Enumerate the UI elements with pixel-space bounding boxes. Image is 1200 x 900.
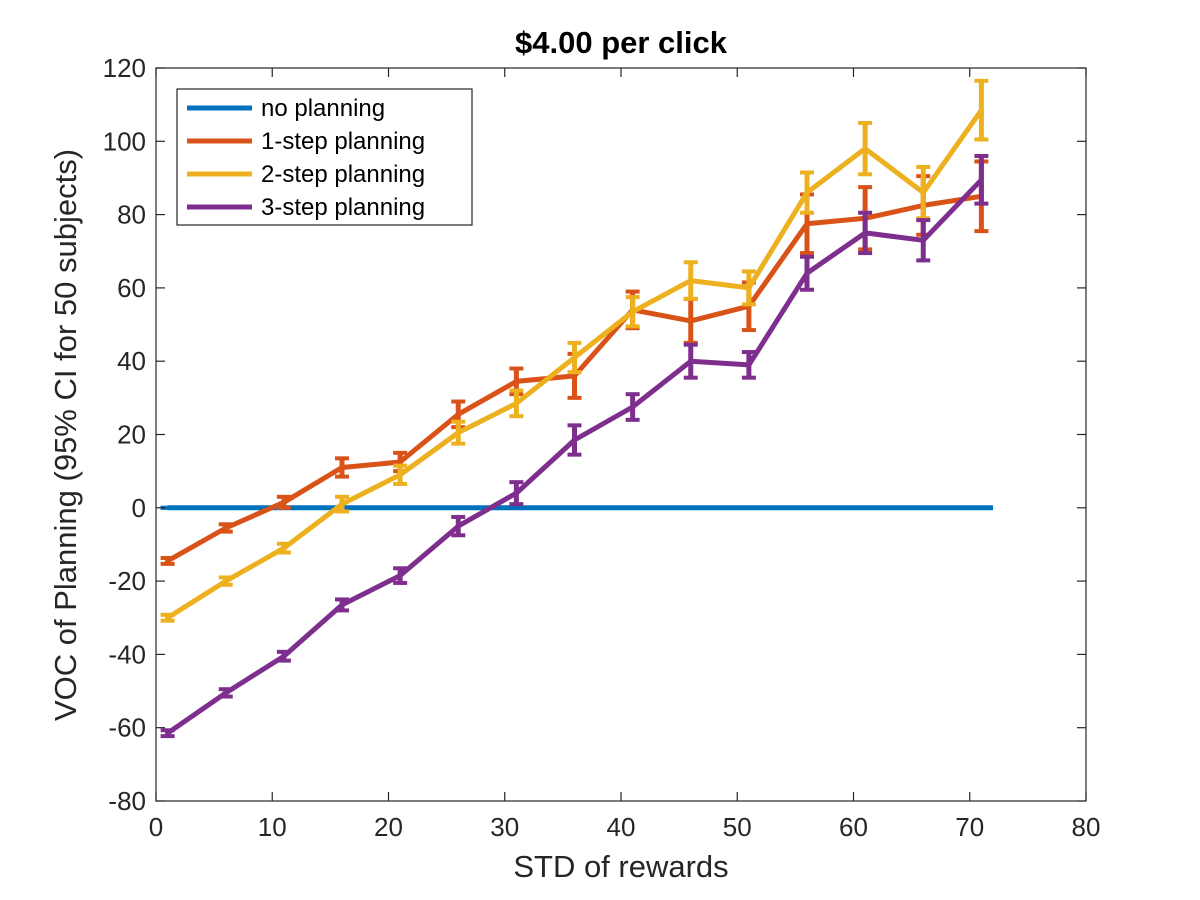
error-bar (509, 388, 524, 419)
series-3 (160, 153, 989, 739)
x-tick-label: 80 (1072, 812, 1101, 842)
legend-label: no planning (261, 95, 385, 122)
x-axis-label: STD of rewards (513, 849, 728, 884)
x-tick-label: 0 (149, 812, 163, 842)
x-tick-label: 70 (955, 812, 984, 842)
y-tick-label: 20 (117, 420, 146, 450)
error-bar (858, 120, 873, 177)
error-bar (567, 340, 582, 375)
x-axis: 0 10 20 30 40 50 60 70 80 (149, 68, 1101, 842)
legend-item: 1-step planning (187, 128, 425, 155)
error-bar (683, 342, 698, 380)
error-bar (451, 514, 466, 538)
error-bar (741, 269, 756, 307)
y-axis-label: VOC of Planning (95% CI for 50 subjects) (48, 149, 83, 721)
error-bar (335, 456, 349, 479)
error-bar (625, 295, 640, 329)
y-axis: -80 -60 -40 -20 0 20 40 60 80 100 120 (103, 53, 1086, 816)
error-bar (451, 419, 466, 446)
error-bar (160, 612, 175, 623)
error-bar (218, 575, 233, 587)
series-layer (160, 78, 993, 739)
y-tick-label: 60 (117, 273, 146, 303)
error-bar (335, 597, 349, 613)
legend-item: 3-step planning (187, 194, 425, 221)
x-tick-label: 30 (490, 812, 519, 842)
y-tick-label: 120 (103, 53, 146, 83)
legend-box (176, 88, 473, 226)
error-bar (683, 260, 698, 301)
legend-label: 1-step planning (261, 128, 425, 155)
legend: no planning 1-step planning 2-step plannin… (176, 88, 473, 226)
x-tick-label: 50 (723, 812, 752, 842)
y-tick-label: -80 (108, 786, 146, 816)
error-bar (974, 78, 989, 142)
y-tick-label: 100 (103, 126, 146, 156)
error-bar (916, 218, 931, 263)
legend-label: 2-step planning (261, 161, 425, 188)
error-bar (393, 463, 408, 486)
y-tick-label: 0 (132, 493, 146, 523)
legend-item: 2-step planning (187, 161, 425, 188)
series-2 (160, 78, 989, 623)
error-bar (276, 649, 291, 663)
error-bar (858, 210, 873, 256)
error-bar (160, 556, 175, 566)
error-bar (218, 687, 233, 699)
error-bar (218, 522, 233, 534)
error-bar (393, 566, 408, 585)
x-tick-label: 20 (374, 812, 403, 842)
error-bar (276, 494, 291, 510)
error-bar (800, 254, 814, 292)
error-bar (800, 170, 814, 215)
error-bar (276, 541, 291, 555)
error-bar (509, 480, 524, 507)
chart-title: $4.00 per click (515, 25, 728, 60)
error-bar (974, 153, 989, 206)
x-tick-label: 60 (839, 812, 868, 842)
legend-label: 3-step planning (261, 194, 425, 221)
x-tick-label: 40 (607, 812, 636, 842)
error-bar (625, 392, 640, 422)
error-bar (741, 350, 756, 380)
y-tick-label: -20 (108, 566, 146, 596)
y-tick-label: -60 (108, 713, 146, 743)
legend-item: no planning (187, 95, 385, 122)
y-tick-label: 40 (117, 346, 146, 376)
error-bar (335, 494, 349, 514)
error-bar (567, 423, 582, 457)
y-tick-label: -40 (108, 639, 146, 669)
error-bar (160, 728, 175, 739)
y-tick-label: 80 (117, 200, 146, 230)
x-tick-label: 10 (258, 812, 287, 842)
